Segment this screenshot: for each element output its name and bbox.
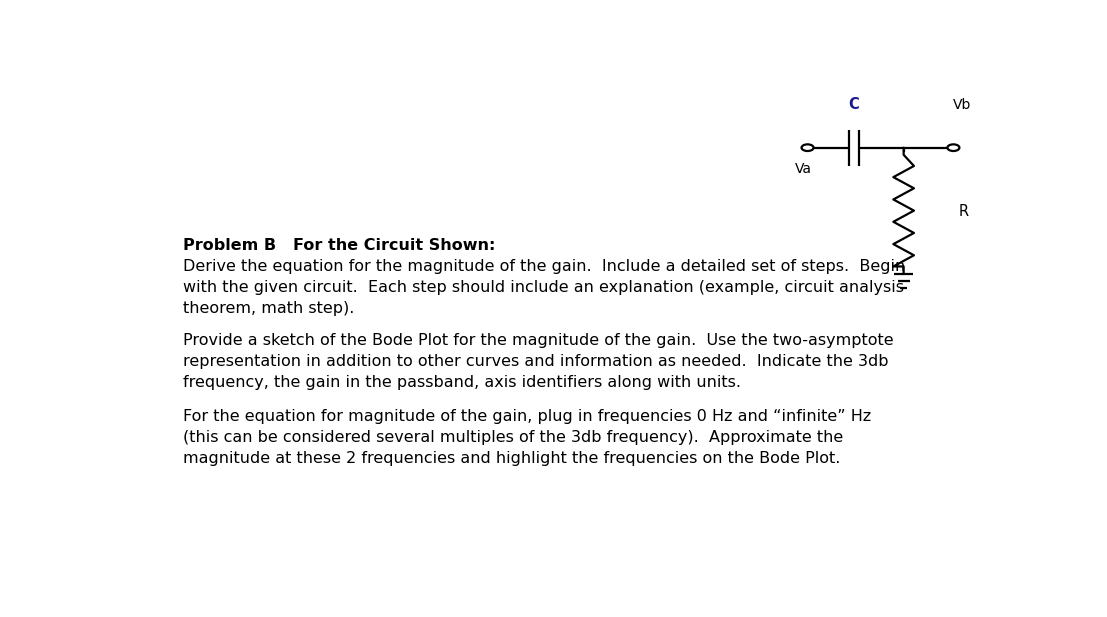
Text: Va: Va	[795, 162, 811, 176]
Text: C: C	[848, 97, 859, 112]
Text: Problem B   For the Circuit Shown:: Problem B For the Circuit Shown:	[183, 238, 495, 253]
Text: Vb: Vb	[953, 98, 971, 112]
Text: R: R	[959, 204, 969, 219]
Text: For the equation for magnitude of the gain, plug in frequencies 0 Hz and “infini: For the equation for magnitude of the ga…	[183, 409, 871, 466]
Text: Provide a sketch of the Bode Plot for the magnitude of the gain.  Use the two-as: Provide a sketch of the Bode Plot for th…	[183, 333, 893, 390]
Text: Derive the equation for the magnitude of the gain.  Include a detailed set of st: Derive the equation for the magnitude of…	[183, 259, 906, 317]
